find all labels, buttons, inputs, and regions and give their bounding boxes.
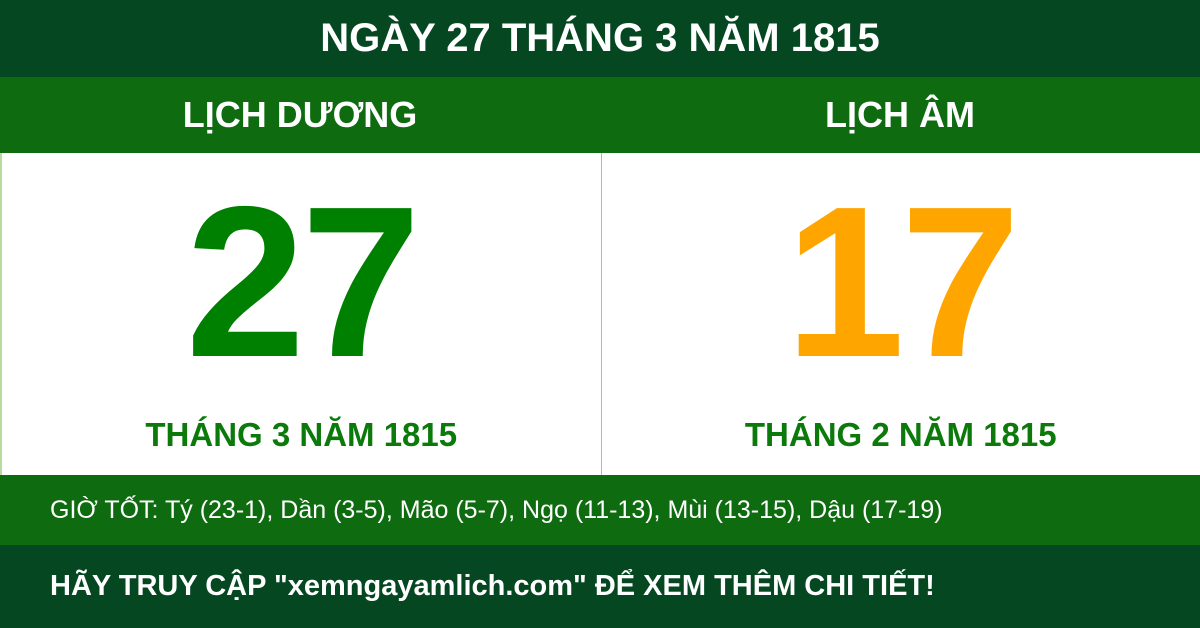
calendar-headers: LỊCH DƯƠNG LỊCH ÂM bbox=[0, 77, 1200, 153]
lunar-day: 17 bbox=[785, 161, 1020, 402]
footer-cta: HÃY TRUY CẬP "xemngayamlich.com" ĐỂ XEM … bbox=[0, 545, 1200, 628]
calendar-body: 27 THÁNG 3 NĂM 1815 17 THÁNG 2 NĂM 1815 bbox=[0, 153, 1200, 475]
lunar-month-year: THÁNG 2 NĂM 1815 bbox=[744, 416, 1057, 453]
page-title: NGÀY 27 THÁNG 3 NĂM 1815 bbox=[0, 0, 1200, 77]
solar-column: 27 THÁNG 3 NĂM 1815 bbox=[0, 153, 602, 475]
lunar-calendar-label: LỊCH ÂM bbox=[825, 94, 975, 135]
solar-month-year: THÁNG 3 NĂM 1815 bbox=[145, 416, 458, 453]
lunar-column: 17 THÁNG 2 NĂM 1815 bbox=[602, 153, 1200, 475]
solar-day: 27 bbox=[185, 161, 421, 402]
solar-calendar-label: LỊCH DƯƠNG bbox=[182, 94, 418, 135]
good-hours: GIỜ TỐT: Tý (23-1), Dần (3-5), Mão (5-7)… bbox=[0, 475, 1200, 545]
